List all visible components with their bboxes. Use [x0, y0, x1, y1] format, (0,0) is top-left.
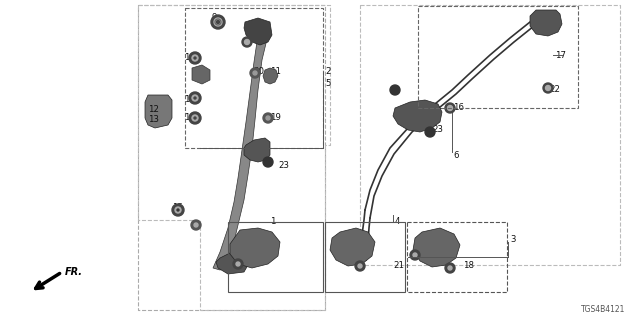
Polygon shape	[213, 25, 268, 270]
Circle shape	[445, 103, 455, 113]
Circle shape	[358, 264, 362, 268]
Text: 13: 13	[148, 116, 159, 124]
Polygon shape	[216, 252, 248, 274]
Text: 7: 7	[196, 70, 202, 79]
Polygon shape	[393, 100, 442, 132]
Text: 8: 8	[247, 36, 253, 44]
Circle shape	[211, 15, 225, 29]
Text: 4: 4	[395, 218, 401, 227]
Circle shape	[233, 259, 243, 269]
Text: 6: 6	[453, 150, 458, 159]
Bar	[407, 222, 507, 292]
Circle shape	[355, 261, 365, 271]
Circle shape	[194, 223, 198, 227]
Circle shape	[447, 106, 452, 110]
Text: 10: 10	[184, 95, 195, 105]
Circle shape	[242, 37, 252, 47]
Circle shape	[177, 209, 179, 211]
Circle shape	[250, 68, 260, 78]
Circle shape	[192, 95, 198, 101]
Circle shape	[194, 117, 196, 119]
Polygon shape	[145, 95, 172, 128]
Bar	[418, 6, 578, 108]
Polygon shape	[263, 68, 278, 84]
Circle shape	[194, 57, 196, 59]
Text: 10: 10	[184, 114, 195, 123]
Text: 9: 9	[212, 13, 218, 22]
Text: 11: 11	[270, 68, 281, 76]
Circle shape	[543, 83, 553, 93]
Circle shape	[172, 204, 184, 216]
Polygon shape	[413, 228, 460, 267]
Circle shape	[425, 127, 435, 137]
Text: 14: 14	[355, 251, 366, 260]
Bar	[185, 8, 323, 148]
Text: 21: 21	[393, 260, 404, 269]
Circle shape	[214, 18, 222, 26]
Circle shape	[216, 20, 220, 23]
Circle shape	[413, 253, 417, 257]
Circle shape	[410, 250, 420, 260]
Text: 19: 19	[270, 114, 281, 123]
Circle shape	[545, 85, 550, 91]
Circle shape	[263, 113, 273, 123]
Text: 5: 5	[325, 79, 330, 89]
Text: 22: 22	[549, 85, 560, 94]
Circle shape	[253, 71, 257, 75]
Polygon shape	[230, 228, 280, 268]
Bar	[228, 222, 323, 292]
Polygon shape	[330, 228, 375, 266]
Circle shape	[445, 263, 455, 273]
Text: 2: 2	[325, 68, 330, 76]
Circle shape	[194, 97, 196, 99]
Text: 18: 18	[463, 260, 474, 269]
Polygon shape	[244, 18, 272, 45]
Text: 17: 17	[555, 51, 566, 60]
Circle shape	[263, 157, 273, 167]
Polygon shape	[244, 138, 270, 162]
Circle shape	[244, 39, 250, 44]
Text: 3: 3	[510, 236, 515, 244]
Text: TGS4B4121: TGS4B4121	[580, 305, 625, 314]
Text: 23: 23	[432, 125, 443, 134]
Text: FR.: FR.	[65, 267, 83, 277]
Text: 12: 12	[148, 106, 159, 115]
Circle shape	[192, 115, 198, 121]
Text: 16: 16	[453, 103, 464, 113]
Text: 15: 15	[172, 204, 183, 212]
Circle shape	[175, 207, 181, 213]
Text: 23: 23	[278, 161, 289, 170]
Circle shape	[448, 266, 452, 270]
Circle shape	[266, 116, 270, 120]
Circle shape	[189, 92, 201, 104]
Polygon shape	[530, 10, 562, 36]
Circle shape	[189, 112, 201, 124]
Bar	[325, 222, 405, 292]
Text: 20: 20	[253, 68, 264, 76]
Circle shape	[191, 220, 201, 230]
Polygon shape	[192, 65, 210, 84]
Circle shape	[236, 262, 240, 266]
Circle shape	[192, 55, 198, 61]
Circle shape	[189, 52, 201, 64]
Circle shape	[390, 85, 400, 95]
Text: 1: 1	[270, 218, 275, 227]
Text: 10: 10	[184, 53, 195, 62]
